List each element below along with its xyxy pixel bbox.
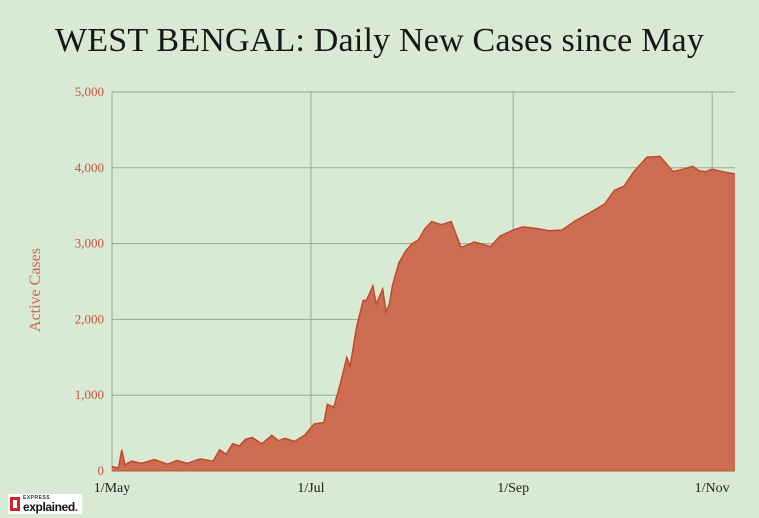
series-area	[112, 156, 735, 471]
x-tick-label: 1/Nov	[695, 481, 730, 496]
y-tick-label: 1,000	[75, 387, 104, 402]
series-line	[111, 155, 736, 469]
x-tick-label: 1/May	[94, 481, 131, 496]
x-axis-ticks: 1/May 1/Jul 1/Sep 1/Nov	[94, 481, 730, 496]
y-axis-ticks: 0 1,000 2,000 3,000 4,000 5,000	[75, 84, 104, 478]
y-tick-label: 4,000	[75, 160, 104, 175]
x-tick-label: 1/Sep	[497, 481, 529, 496]
y-axis-label: Active Cases	[27, 248, 44, 332]
logo-mark-icon	[10, 497, 20, 511]
y-tick-label: 3,000	[75, 236, 104, 251]
express-explained-logo: EXPRESS explained.	[8, 494, 82, 514]
x-tick-label: 1/Jul	[297, 481, 324, 496]
y-tick-label: 5,000	[75, 84, 104, 99]
y-tick-label: 2,000	[75, 311, 104, 326]
logo-main-text: explained.	[23, 499, 78, 514]
logo-small-text: EXPRESS	[23, 494, 51, 501]
chart-title: WEST BENGAL: Daily New Cases since May	[54, 22, 705, 59]
y-tick-label: 0	[98, 463, 105, 478]
